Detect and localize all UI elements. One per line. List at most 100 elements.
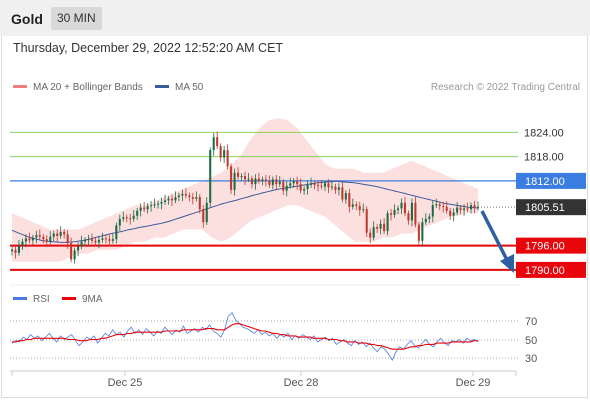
candle-body — [459, 207, 462, 211]
candle-body — [414, 202, 417, 225]
candle — [261, 176, 264, 186]
candle-body — [31, 237, 34, 241]
candle-body — [341, 187, 344, 200]
resistance-label: 1824.00 — [524, 127, 564, 139]
candle — [431, 200, 434, 223]
candle-body — [355, 204, 358, 206]
candle-body — [296, 180, 299, 185]
candle — [94, 237, 97, 247]
candle-body — [428, 216, 431, 219]
candle-body — [212, 137, 215, 151]
candle-body — [226, 150, 229, 167]
candle-body — [136, 210, 139, 216]
candle-body — [268, 180, 271, 185]
candle-body — [393, 210, 396, 215]
candle — [410, 198, 413, 227]
candle — [198, 194, 201, 214]
candle-body — [177, 195, 180, 198]
price-label: 1805.51 — [525, 202, 565, 214]
candle — [327, 179, 330, 194]
candle-body — [417, 224, 420, 241]
rsi-tick-50: 50 — [525, 335, 537, 347]
candle-body — [38, 235, 41, 237]
candle — [264, 175, 267, 187]
candle — [87, 234, 90, 246]
candle — [278, 176, 281, 187]
candle — [362, 203, 365, 213]
ma50-line — [11, 180, 479, 243]
candle-body — [473, 205, 476, 208]
support-label: 1790.00 — [525, 265, 565, 277]
candle — [254, 174, 257, 190]
candle — [275, 175, 278, 190]
candle — [177, 192, 180, 202]
candle-body — [17, 245, 20, 253]
candle-body — [463, 208, 466, 211]
candle-body — [306, 184, 309, 189]
candle — [393, 204, 396, 218]
candle-body — [390, 213, 393, 215]
support-label-box — [516, 237, 586, 254]
candle-body — [63, 231, 66, 235]
candle — [369, 228, 372, 244]
candle — [323, 180, 327, 191]
candle — [452, 208, 455, 222]
candle-body — [181, 193, 184, 196]
rsi-ma-legend-swatch — [62, 297, 76, 300]
candle — [70, 237, 73, 263]
candle-body — [247, 178, 250, 180]
candle-body — [202, 209, 205, 223]
candle — [424, 213, 427, 226]
candle — [282, 178, 285, 195]
candle — [160, 197, 163, 210]
candle — [108, 234, 111, 247]
candle-body — [198, 197, 201, 210]
candle — [49, 231, 52, 245]
candle — [66, 230, 69, 249]
candle-body — [195, 197, 198, 199]
candle — [205, 197, 208, 226]
candle — [38, 229, 41, 240]
candle-body — [163, 200, 167, 202]
candle — [414, 197, 417, 228]
candle-body — [362, 209, 365, 211]
candle-body — [271, 179, 274, 185]
candle-body — [66, 234, 69, 244]
candle-body — [118, 218, 121, 226]
candle — [470, 202, 473, 214]
candle — [45, 234, 48, 248]
candle-body — [216, 137, 219, 147]
candle-body — [289, 183, 292, 186]
candle — [83, 237, 87, 246]
candle-body — [424, 218, 427, 223]
candle — [285, 181, 288, 197]
candle-body — [45, 239, 48, 242]
candle — [372, 221, 375, 241]
candle — [344, 190, 347, 204]
candle — [438, 201, 441, 211]
candle-body — [146, 205, 149, 210]
candle-body — [80, 241, 83, 247]
candle — [56, 229, 59, 242]
candle — [442, 201, 445, 213]
candle-body — [250, 178, 253, 185]
candle-body — [351, 204, 354, 207]
candle — [358, 201, 361, 216]
candle — [104, 235, 107, 244]
candle — [355, 201, 358, 211]
candle — [233, 168, 236, 196]
candle — [396, 205, 400, 215]
candle-body — [285, 185, 288, 191]
candle-body — [115, 225, 118, 240]
candle — [136, 208, 139, 220]
candle — [473, 200, 476, 214]
pivot-label-box — [516, 172, 586, 189]
timeframe-button[interactable]: 30 MIN — [51, 7, 102, 30]
forecast-arrow-line — [480, 210, 510, 263]
candle — [153, 198, 156, 209]
credit-text: Research © 2022 Trading Central — [431, 82, 580, 93]
candle-body — [396, 208, 400, 211]
instrument-title: Gold — [11, 11, 43, 27]
candle-body — [77, 246, 80, 251]
level-lines-layer — [10, 131, 518, 271]
